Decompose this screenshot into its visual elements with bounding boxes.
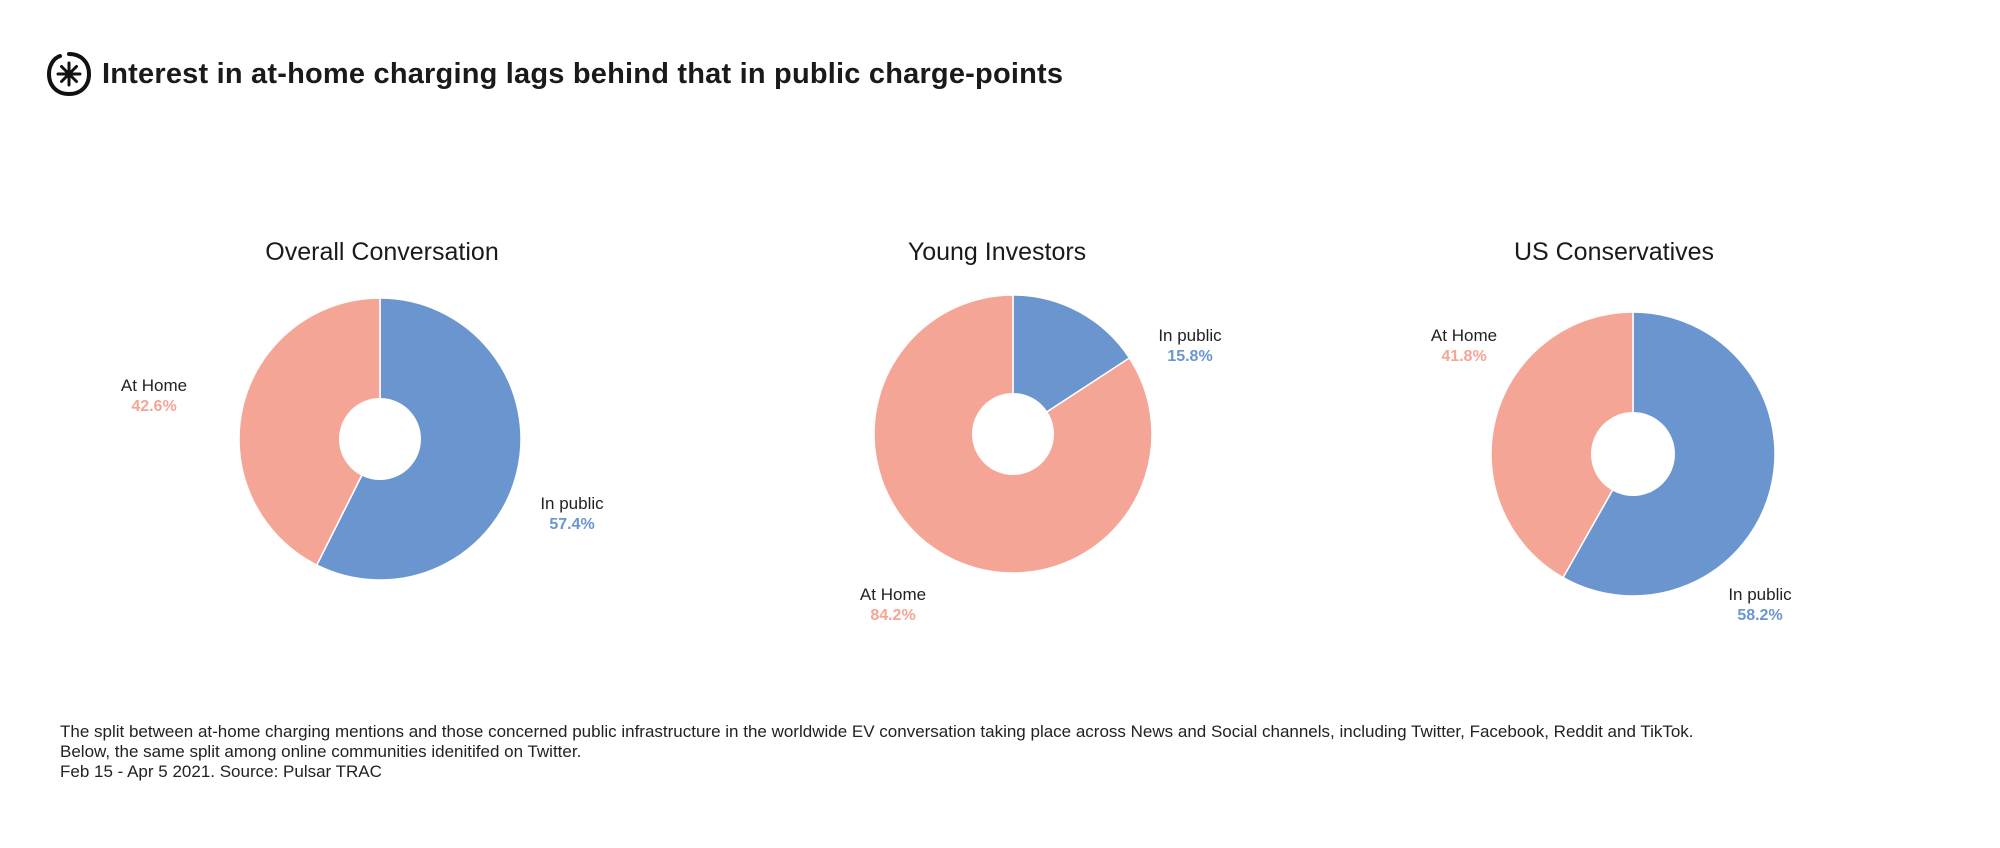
- slice-value-in-public: 58.2%: [1737, 607, 1782, 624]
- slice-at-home: [873, 294, 1153, 574]
- charts-area: Overall Conversation In public 57.4% At Hom…: [121, 238, 1792, 624]
- page-title: Interest in at-home charging lags behind…: [102, 57, 1064, 90]
- slice-at-home: [238, 297, 381, 567]
- slice-value-at-home: 42.6%: [131, 398, 176, 415]
- donut-hole: [1591, 412, 1675, 496]
- slice-value-in-public: 57.4%: [549, 516, 594, 533]
- chart-title: Overall Conversation: [265, 238, 498, 266]
- slice-value-at-home: 41.8%: [1441, 348, 1486, 365]
- donut-chart-young-investors: Young Investors In public 15.8% At Home 84.2…: [860, 238, 1222, 624]
- chart-title: Young Investors: [908, 238, 1086, 266]
- slice-label-at-home: At Home: [1431, 326, 1497, 345]
- footer-source: Feb 15 - Apr 5 2021. Source: Pulsar TRAC: [60, 762, 382, 781]
- slice-value-at-home: 84.2%: [870, 607, 915, 624]
- slice-label-in-public: In public: [540, 494, 604, 513]
- donut-hole: [972, 393, 1054, 475]
- slice-label-in-public: In public: [1158, 326, 1222, 345]
- starburst-circle-icon: [46, 52, 92, 97]
- donut-hole: [339, 398, 421, 480]
- chart-title: US Conservatives: [1514, 238, 1714, 266]
- donut-chart-overall-conversation: Overall Conversation In public 57.4% At Hom…: [121, 238, 604, 581]
- footer-notes: The split between at-home charging menti…: [60, 722, 1694, 782]
- footer-subtext: Below, the same split among online commu…: [60, 742, 582, 761]
- footer-description: The split between at-home charging menti…: [60, 722, 1694, 741]
- slice-label-at-home: At Home: [860, 585, 926, 604]
- slice-value-in-public: 15.8%: [1167, 348, 1212, 365]
- slice-in-public: [1012, 294, 1131, 436]
- slice-label-in-public: In public: [1728, 585, 1792, 604]
- slice-label-at-home: At Home: [121, 376, 187, 395]
- donut-chart-us-conservatives: US Conservatives In public 58.2% At Home 41.…: [1431, 238, 1792, 624]
- slice-at-home: [1490, 311, 1634, 579]
- header: Interest in at-home charging lags behind…: [46, 50, 1063, 98]
